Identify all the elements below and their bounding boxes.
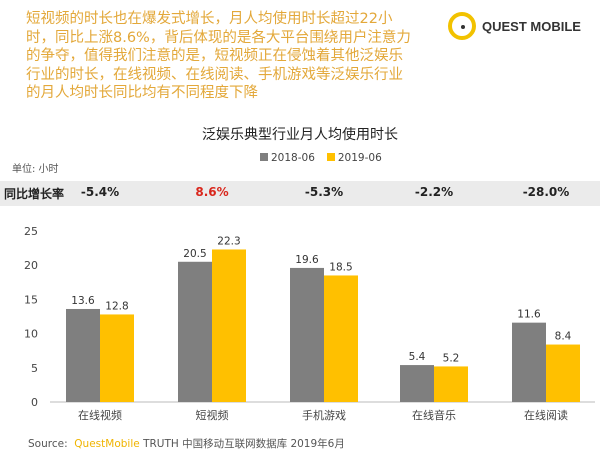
growth-value: 8.6% (195, 185, 229, 199)
growth-value: -5.4% (80, 185, 120, 199)
source-prefix: Source: (28, 438, 68, 450)
data-label: 5.2 (443, 352, 460, 364)
data-label: 22.3 (217, 235, 240, 247)
bar-2019-06 (546, 344, 580, 402)
x-tick-label: 手机游戏 (302, 408, 346, 422)
x-tick-label: 在线音乐 (412, 408, 456, 422)
y-tick-label: 5 (31, 362, 38, 375)
x-tick-label: 短视频 (196, 408, 229, 422)
x-tick-label: 在线视频 (78, 408, 122, 422)
legend: 2018-06 2019-06 (260, 152, 382, 164)
growth-row: 同比增长率 -5.4% 8.6% -5.3% -2.2% -28.0% (0, 181, 600, 206)
data-label: 13.6 (71, 295, 95, 307)
bar-2018-06 (400, 365, 434, 402)
data-label: 11.6 (517, 309, 541, 321)
legend-item-2018: 2018-06 (260, 152, 315, 164)
legend-label: 2019-06 (337, 152, 382, 164)
data-label: 5.4 (409, 351, 426, 363)
bar-2019-06 (434, 366, 468, 402)
data-label: 12.8 (105, 300, 128, 312)
unit-label: 单位: 小时 (12, 164, 59, 175)
growth-value: -5.3% (304, 185, 344, 199)
y-tick-label: 25 (24, 225, 38, 238)
data-label: 8.4 (555, 331, 572, 343)
y-tick-label: 15 (24, 293, 38, 306)
bar-2018-06 (290, 267, 324, 402)
source-note: Source: QuestMobile TRUTH 中国移动互联网数据库 201… (28, 436, 345, 451)
growth-label: 同比增长率 (4, 187, 65, 201)
data-label: 19.6 (295, 254, 319, 266)
bar-2019-06 (100, 314, 134, 402)
logo-text: QUEST MOBILE (482, 18, 581, 34)
growth-value: -2.2% (414, 185, 454, 199)
data-label: 20.5 (183, 248, 206, 260)
chart-title: 泛娱乐典型行业月人均使用时长 (202, 127, 398, 143)
bar-2018-06 (512, 322, 546, 402)
quest-mobile-logo: QUEST MOBILE (448, 12, 581, 40)
source-text: TRUTH 中国移动互联网数据库 2019年6月 (143, 438, 345, 450)
bar-2019-06 (212, 249, 246, 402)
bar-2018-06 (66, 308, 100, 402)
growth-value: -28.0% (522, 185, 570, 199)
y-tick-label: 0 (31, 396, 38, 409)
y-tick-label: 10 (24, 328, 38, 341)
x-tick-label: 在线阅读 (524, 408, 568, 422)
logo-icon (448, 12, 476, 40)
source-brand: QuestMobile (74, 438, 140, 450)
legend-item-2019: 2019-06 (326, 152, 382, 164)
headline: 短视频的时长也在爆发式增长，月人均使用时长超过22小时，同比上涨8.6%，背后体… (26, 11, 411, 101)
y-tick-label: 20 (24, 259, 38, 272)
data-label: 18.5 (329, 261, 352, 273)
bar-2018-06 (178, 261, 212, 402)
legend-label: 2018-06 (271, 152, 315, 164)
bar-2019-06 (324, 275, 358, 402)
